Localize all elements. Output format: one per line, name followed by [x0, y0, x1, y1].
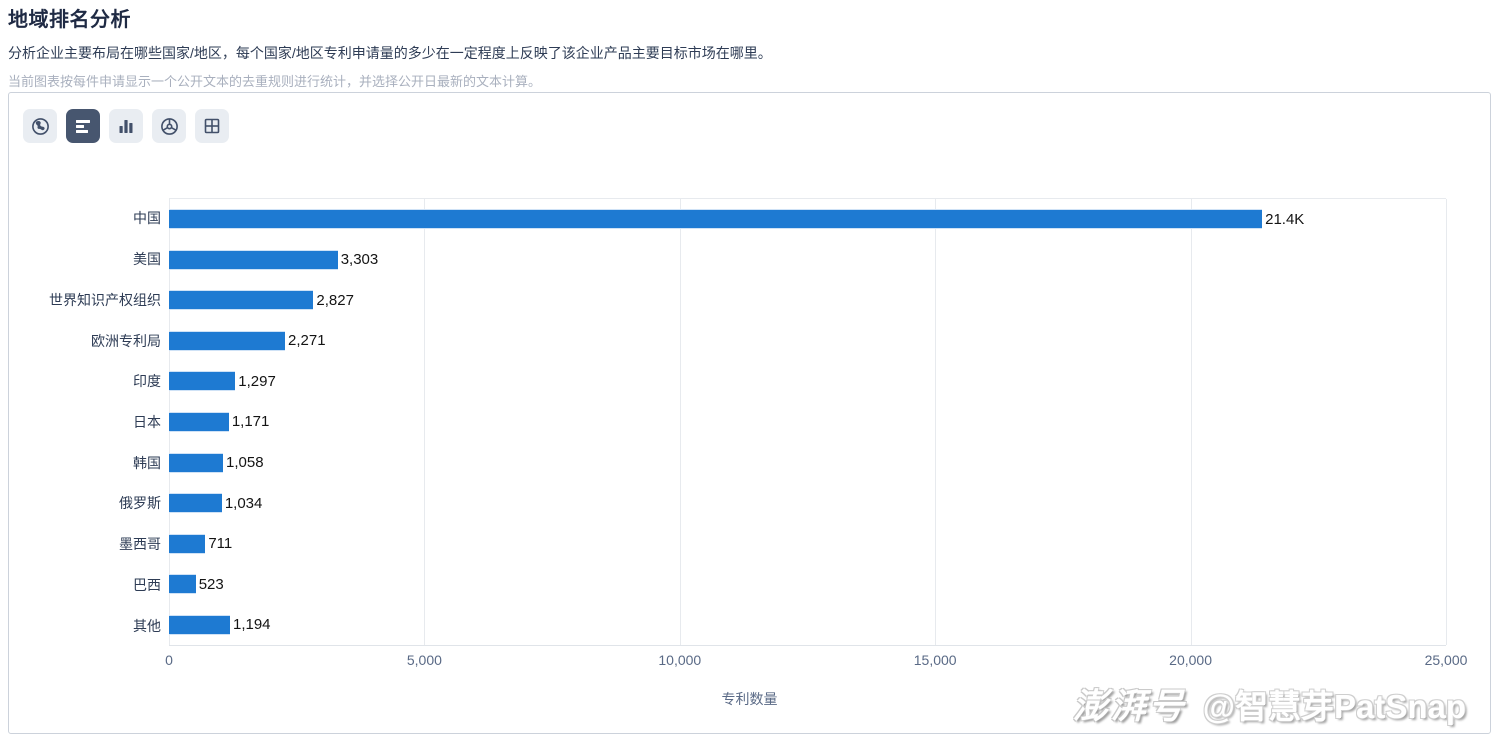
page-description: 分析企业主要布局在哪些国家/地区，每个国家/地区专利申请量的多少在一定程度上反映…: [8, 45, 772, 61]
bar-value-label: 21.4K: [1265, 210, 1305, 228]
bar-row: 2,827: [169, 280, 1446, 321]
bar-row: 1,058: [169, 442, 1446, 483]
map-view-button[interactable]: [23, 109, 57, 143]
category-label: 日本: [133, 413, 161, 430]
horizontal-bar-chart-icon: [74, 117, 92, 135]
bar[interactable]: [169, 452, 224, 473]
category-label: 印度: [133, 373, 161, 390]
bar-value-label: 3,303: [340, 251, 379, 269]
table-view-button[interactable]: [195, 109, 229, 143]
category-label: 俄罗斯: [119, 495, 161, 512]
bar[interactable]: [169, 411, 229, 432]
category-label: 欧洲专利局: [91, 332, 161, 349]
y-axis-category-labels: 中国美国世界知识产权组织欧洲专利局印度日本韩国俄罗斯墨西哥巴西其他: [9, 198, 161, 646]
x-tick-label: 15,000: [913, 652, 957, 668]
category-label: 墨西哥: [119, 536, 161, 553]
x-tick-label: 10,000: [658, 652, 702, 668]
gridline: [424, 199, 426, 645]
bar-value-label: 1,058: [226, 454, 264, 472]
bar[interactable]: [169, 330, 285, 351]
page-header: 地域排名分析 分析企业主要布局在哪些国家/地区，每个国家/地区专利申请量的多少在…: [8, 0, 1491, 90]
bar[interactable]: [169, 209, 1263, 230]
bar-row: 1,034: [169, 483, 1446, 524]
bar-value-label: 1,034: [224, 494, 263, 512]
bar[interactable]: [169, 249, 338, 270]
bar-row: 1,171: [169, 402, 1446, 443]
dedup-rule-note: 当前图表按每件申请显示一个公开文本的去重规则进行统计，并选择公开日最新的文本计算…: [8, 74, 542, 89]
table-grid-icon: [203, 117, 221, 135]
column-view-button[interactable]: [109, 109, 143, 143]
gridline: [935, 199, 937, 645]
category-label: 世界知识产权组织: [49, 291, 161, 308]
x-axis: 0 5,000 10,000 15,000 20,000 25,000: [165, 652, 1467, 670]
category-label: 美国: [133, 251, 161, 268]
x-axis-title: 专利数量: [721, 691, 778, 707]
bar-row: 1,194: [169, 604, 1446, 645]
bar-value-label: 2,271: [288, 332, 326, 350]
bar-value-label: 1,297: [238, 372, 276, 390]
bar-value-label: 523: [198, 575, 224, 593]
category-label: 巴西: [133, 576, 161, 593]
gridline: [1190, 199, 1192, 645]
bar-row: 1,297: [169, 361, 1446, 402]
x-tick-label: 20,000: [1169, 652, 1213, 668]
wheel-view-button[interactable]: [152, 109, 186, 143]
horizontal-bar-view-button[interactable]: [66, 109, 100, 143]
category-label: 中国: [133, 210, 161, 227]
bar[interactable]: [169, 614, 230, 635]
bar-value-label: 711: [208, 535, 233, 553]
column-chart-icon: [117, 117, 135, 135]
wheel-chart-icon: [160, 117, 179, 136]
gridline: [679, 199, 681, 645]
bar-value-label: 1,194: [232, 616, 271, 634]
category-label: 韩国: [133, 454, 161, 471]
bar-value-label: 2,827: [316, 291, 354, 309]
gridline: [1446, 199, 1447, 645]
bar[interactable]: [169, 533, 206, 554]
chart-type-toolbar: [23, 109, 229, 143]
bar-row: 3,303: [169, 240, 1446, 281]
bar[interactable]: [169, 371, 236, 392]
category-label: 其他: [133, 617, 161, 634]
bar-chart-plot-area: 21.4K 3,303 2,827 2,271 1,297 1,171 1,058 1,034…: [169, 198, 1447, 646]
bar[interactable]: [169, 290, 314, 311]
globe-icon: [31, 117, 50, 136]
bar-row: 711: [169, 523, 1446, 564]
chart-panel: 中国美国世界知识产权组织欧洲专利局印度日本韩国俄罗斯墨西哥巴西其他 21.4K 3…: [8, 92, 1491, 734]
bar-row: 21.4K: [169, 199, 1446, 240]
bar[interactable]: [169, 574, 196, 595]
bar-row: 2,271: [169, 321, 1446, 362]
x-tick-label: 25,000: [1424, 652, 1468, 668]
x-tick-label: 5,000: [406, 652, 442, 668]
bar-row: 523: [169, 564, 1446, 605]
bar-value-label: 1,171: [231, 413, 270, 431]
page-title: 地域排名分析: [8, 9, 131, 31]
x-tick-label: 0: [165, 652, 173, 668]
bar[interactable]: [169, 493, 222, 514]
